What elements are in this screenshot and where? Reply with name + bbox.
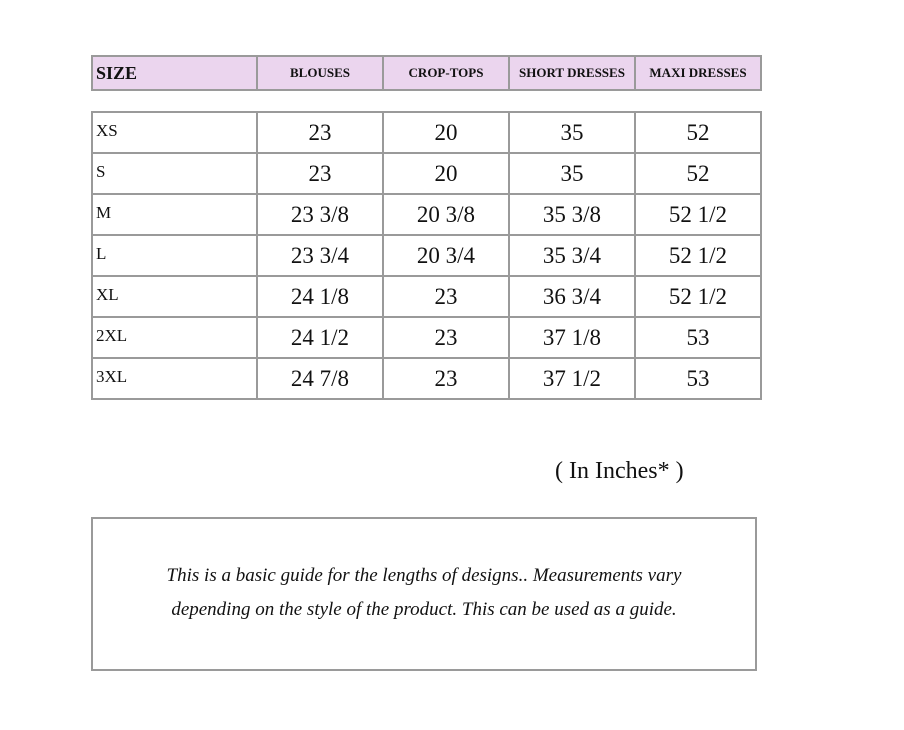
measurement-cell: 52 [634, 111, 762, 154]
measurement-cell: 23 3/8 [256, 193, 384, 236]
measurement-cell: 20 3/4 [382, 234, 510, 277]
header-maxi-dresses: MAXI DRESSES [634, 55, 762, 91]
size-cell: S [91, 152, 258, 195]
measurement-cell: 24 7/8 [256, 357, 384, 400]
measurement-cell: 20 3/8 [382, 193, 510, 236]
size-cell: 3XL [91, 357, 258, 400]
table-row: S 23 20 35 52 [91, 152, 762, 195]
measurement-cell: 23 [256, 152, 384, 195]
measurement-cell: 52 1/2 [634, 193, 762, 236]
measurement-cell: 35 3/4 [508, 234, 636, 277]
size-cell: XS [91, 111, 258, 154]
measurement-cell: 24 1/2 [256, 316, 384, 359]
size-cell: XL [91, 275, 258, 318]
measurement-cell: 35 [508, 111, 636, 154]
measurement-cell: 20 [382, 111, 510, 154]
measurement-cell: 52 1/2 [634, 275, 762, 318]
measurement-cell: 52 1/2 [634, 234, 762, 277]
size-chart-header: SIZE BLOUSES CROP-TOPS SHORT DRESSES MAX… [91, 55, 762, 91]
table-row: 2XL 24 1/2 23 37 1/8 53 [91, 316, 762, 359]
table-row: M 23 3/8 20 3/8 35 3/8 52 1/2 [91, 193, 762, 236]
measurement-cell: 23 [382, 275, 510, 318]
measurement-cell: 35 3/8 [508, 193, 636, 236]
measurement-cell: 23 [382, 316, 510, 359]
header-size: SIZE [91, 55, 258, 91]
size-cell: L [91, 234, 258, 277]
unit-note: ( In Inches* ) [555, 458, 684, 484]
measurement-cell: 53 [634, 357, 762, 400]
table-row: XS 23 20 35 52 [91, 111, 762, 154]
measurement-cell: 53 [634, 316, 762, 359]
header-short-dresses: SHORT DRESSES [508, 55, 636, 91]
table-row: L 23 3/4 20 3/4 35 3/4 52 1/2 [91, 234, 762, 277]
header-crop-tops: CROP-TOPS [382, 55, 510, 91]
size-cell: 2XL [91, 316, 258, 359]
measurement-cell: 23 [256, 111, 384, 154]
table-row: 3XL 24 7/8 23 37 1/2 53 [91, 357, 762, 400]
measurement-cell: 20 [382, 152, 510, 195]
measurement-cell: 23 [382, 357, 510, 400]
guide-note-box: This is a basic guide for the lengths of… [91, 517, 757, 671]
measurement-cell: 52 [634, 152, 762, 195]
measurement-cell: 24 1/8 [256, 275, 384, 318]
guide-note-text: This is a basic guide for the lengths of… [166, 565, 682, 620]
table-row: XL 24 1/8 23 36 3/4 52 1/2 [91, 275, 762, 318]
measurement-cell: 37 1/8 [508, 316, 636, 359]
header-blouses: BLOUSES [256, 55, 384, 91]
size-chart-table: XS 23 20 35 52 S 23 20 35 52 M 23 3/8 20 3/8 35 3/8 52… [91, 111, 762, 400]
size-cell: M [91, 193, 258, 236]
measurement-cell: 37 1/2 [508, 357, 636, 400]
measurement-cell: 35 [508, 152, 636, 195]
measurement-cell: 23 3/4 [256, 234, 384, 277]
measurement-cell: 36 3/4 [508, 275, 636, 318]
